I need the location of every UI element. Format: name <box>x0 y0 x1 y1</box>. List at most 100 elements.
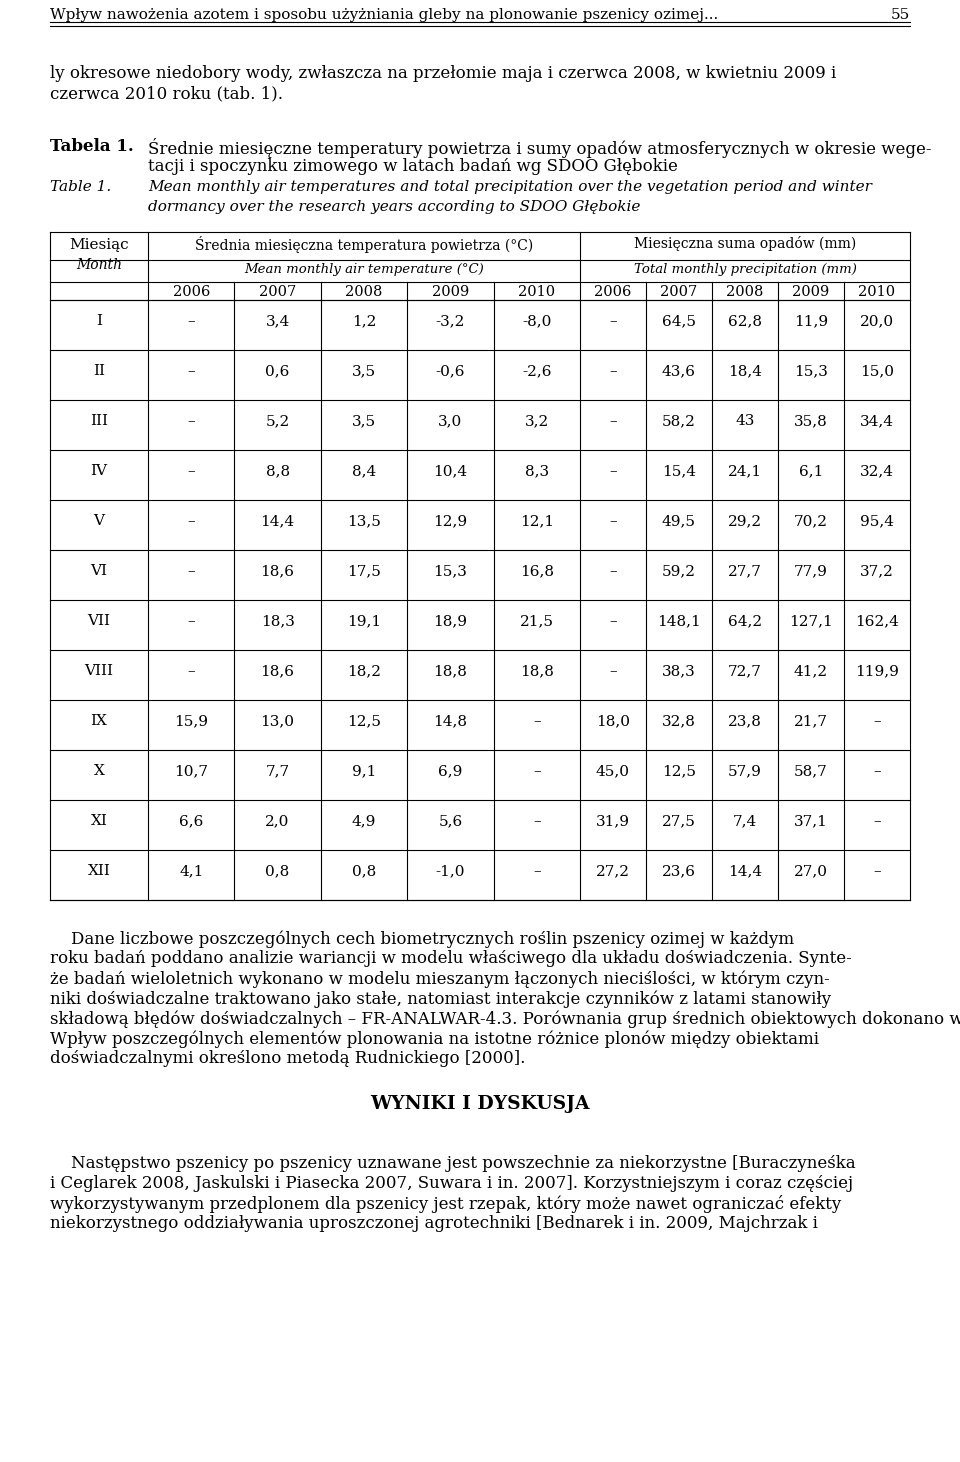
Text: VII: VII <box>87 614 110 629</box>
Text: 18,6: 18,6 <box>260 664 295 678</box>
Text: 20,0: 20,0 <box>860 314 894 327</box>
Text: ly okresowe niedobory wody, zwłaszcza na przełomie maja i czerwca 2008, w kwietn: ly okresowe niedobory wody, zwłaszcza na… <box>50 64 836 82</box>
Text: Średnia miesięczna temperatura powietrza (°C): Średnia miesięczna temperatura powietrza… <box>195 235 533 253</box>
Text: 18,2: 18,2 <box>347 664 381 678</box>
Text: 16,8: 16,8 <box>519 564 554 577</box>
Text: Średnie miesięczne temperatury powietrza i sumy opadów atmosferycznych w okresie: Średnie miesięczne temperatury powietrza… <box>148 137 931 158</box>
Text: 1,2: 1,2 <box>351 314 376 327</box>
Text: doświadczalnymi określono metodą Rudnickiego [2000].: doświadczalnymi określono metodą Rudnick… <box>50 1050 525 1067</box>
Text: 0,8: 0,8 <box>266 864 290 879</box>
Text: 12,5: 12,5 <box>347 713 381 728</box>
Text: –: – <box>533 814 540 827</box>
Text: -3,2: -3,2 <box>436 314 465 327</box>
Text: Tabela 1.: Tabela 1. <box>50 137 133 155</box>
Text: –: – <box>187 664 195 678</box>
Text: 11,9: 11,9 <box>794 314 828 327</box>
Text: 72,7: 72,7 <box>728 664 762 678</box>
Text: 27,5: 27,5 <box>662 814 696 827</box>
Text: 162,4: 162,4 <box>855 614 899 629</box>
Text: 3,2: 3,2 <box>525 414 549 428</box>
Text: 15,4: 15,4 <box>662 463 696 478</box>
Text: Total monthly precipitation (mm): Total monthly precipitation (mm) <box>634 263 856 276</box>
Text: 127,1: 127,1 <box>789 614 833 629</box>
Text: 27,0: 27,0 <box>794 864 828 879</box>
Text: Następstwo pszenicy po pszenicy uznawane jest powszechnie za niekorzystne [Burac: Następstwo pszenicy po pszenicy uznawane… <box>50 1155 855 1173</box>
Text: 2010: 2010 <box>518 285 556 300</box>
Text: –: – <box>187 364 195 379</box>
Text: Mean monthly air temperatures and total precipitation over the vegetation period: Mean monthly air temperatures and total … <box>148 180 872 194</box>
Text: składową błędów doświadczalnych – FR-ANALWAR-4.3. Porównania grup średnich obiek: składową błędów doświadczalnych – FR-ANA… <box>50 1010 960 1028</box>
Text: 13,0: 13,0 <box>260 713 295 728</box>
Text: 2007: 2007 <box>660 285 698 300</box>
Text: 95,4: 95,4 <box>860 515 894 528</box>
Text: 18,4: 18,4 <box>728 364 762 379</box>
Text: 2006: 2006 <box>173 285 210 300</box>
Text: 10,4: 10,4 <box>433 463 468 478</box>
Text: WYNIKI I DYSKUSJA: WYNIKI I DYSKUSJA <box>371 1095 589 1113</box>
Text: 4,9: 4,9 <box>351 814 376 827</box>
Text: 4,1: 4,1 <box>179 864 204 879</box>
Text: –: – <box>187 414 195 428</box>
Text: –: – <box>187 314 195 327</box>
Text: 41,2: 41,2 <box>794 664 828 678</box>
Text: 43: 43 <box>735 414 755 428</box>
Text: 27,7: 27,7 <box>728 564 762 577</box>
Text: 21,7: 21,7 <box>794 713 828 728</box>
Text: 2006: 2006 <box>594 285 632 300</box>
Text: 2010: 2010 <box>858 285 896 300</box>
Text: 14,4: 14,4 <box>728 864 762 879</box>
Text: XI: XI <box>90 814 108 827</box>
Text: –: – <box>533 713 540 728</box>
Text: niki doświadczalne traktowano jako stałe, natomiast interakcje czynników z latam: niki doświadczalne traktowano jako stałe… <box>50 990 831 1007</box>
Text: –: – <box>874 765 881 778</box>
Text: Wpływ nawożenia azotem i sposobu użyżniania gleby na plonowanie pszenicy ozimej.: Wpływ nawożenia azotem i sposobu użyżnia… <box>50 7 718 22</box>
Text: 23,8: 23,8 <box>728 713 762 728</box>
Text: 119,9: 119,9 <box>855 664 899 678</box>
Text: Dane liczbowe poszczególnych cech biometrycznych roślin pszenicy ozimej w każdym: Dane liczbowe poszczególnych cech biomet… <box>50 930 794 947</box>
Text: 8,3: 8,3 <box>525 463 549 478</box>
Text: 2009: 2009 <box>432 285 469 300</box>
Text: że badań wieloletnich wykonano w modelu mieszanym łączonych nieciślości, w który: że badań wieloletnich wykonano w modelu … <box>50 969 829 987</box>
Text: –: – <box>610 364 617 379</box>
Text: –: – <box>533 864 540 879</box>
Text: dormancy over the research years according to SDOO Głębokie: dormancy over the research years accordi… <box>148 200 640 213</box>
Text: 15,9: 15,9 <box>174 713 208 728</box>
Text: 148,1: 148,1 <box>658 614 701 629</box>
Text: 64,2: 64,2 <box>728 614 762 629</box>
Text: 32,8: 32,8 <box>662 713 696 728</box>
Text: –: – <box>187 614 195 629</box>
Text: XII: XII <box>87 864 110 879</box>
Text: IX: IX <box>90 713 108 728</box>
Text: 15,3: 15,3 <box>434 564 468 577</box>
Text: 2008: 2008 <box>727 285 764 300</box>
Text: 6,6: 6,6 <box>179 814 204 827</box>
Text: 18,9: 18,9 <box>433 614 468 629</box>
Text: –: – <box>874 814 881 827</box>
Text: VIII: VIII <box>84 664 113 678</box>
Text: 5,6: 5,6 <box>439 814 463 827</box>
Text: 12,5: 12,5 <box>662 765 696 778</box>
Text: –: – <box>187 515 195 528</box>
Text: 17,5: 17,5 <box>348 564 381 577</box>
Text: 9,1: 9,1 <box>351 765 376 778</box>
Text: Miesięczna suma opadów (mm): Miesięczna suma opadów (mm) <box>634 235 856 251</box>
Text: X: X <box>93 765 105 778</box>
Text: 18,8: 18,8 <box>434 664 468 678</box>
Text: -2,6: -2,6 <box>522 364 552 379</box>
Text: 31,9: 31,9 <box>596 814 630 827</box>
Text: 18,3: 18,3 <box>261 614 295 629</box>
Text: 27,2: 27,2 <box>596 864 630 879</box>
Text: 0,8: 0,8 <box>352 864 376 879</box>
Text: 18,8: 18,8 <box>520 664 554 678</box>
Text: -1,0: -1,0 <box>436 864 466 879</box>
Text: –: – <box>610 614 617 629</box>
Text: 15,3: 15,3 <box>794 364 828 379</box>
Text: –: – <box>610 564 617 577</box>
Text: –: – <box>874 713 881 728</box>
Text: 21,5: 21,5 <box>519 614 554 629</box>
Text: VI: VI <box>90 564 108 577</box>
Text: 62,8: 62,8 <box>728 314 762 327</box>
Text: 57,9: 57,9 <box>728 765 762 778</box>
Text: -8,0: -8,0 <box>522 314 551 327</box>
Text: –: – <box>610 314 617 327</box>
